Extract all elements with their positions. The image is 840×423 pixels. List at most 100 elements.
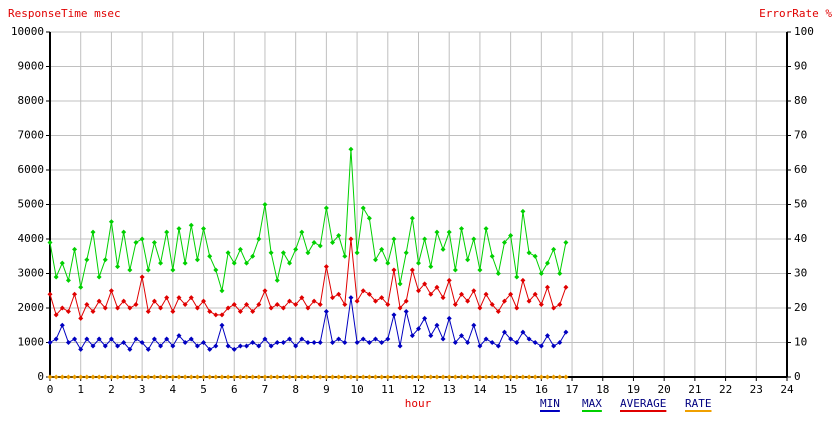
point-marker xyxy=(526,250,532,256)
y2-tick-label: 40 xyxy=(794,232,807,245)
point-marker xyxy=(465,374,471,380)
point-marker xyxy=(323,205,329,211)
legend-label: MIN xyxy=(540,397,560,410)
point-marker xyxy=(477,305,483,311)
point-marker xyxy=(127,267,133,273)
legend-label: AVERAGE xyxy=(620,397,666,410)
point-marker xyxy=(182,340,188,345)
point-marker xyxy=(520,277,526,283)
point-marker xyxy=(489,253,495,259)
point-marker xyxy=(188,222,194,228)
point-marker xyxy=(78,346,84,352)
x-tick-label: 16 xyxy=(535,383,548,396)
point-marker xyxy=(244,343,250,349)
point-marker xyxy=(483,374,489,380)
point-marker xyxy=(225,305,231,311)
point-marker xyxy=(397,374,403,380)
point-marker xyxy=(194,305,200,311)
point-marker xyxy=(446,374,452,380)
point-marker xyxy=(158,343,164,349)
point-marker xyxy=(151,374,157,380)
point-marker xyxy=(170,343,176,349)
point-marker xyxy=(176,226,182,232)
point-marker xyxy=(59,260,65,266)
point-marker xyxy=(385,260,391,266)
point-marker xyxy=(342,302,348,308)
y-tick-label: 2000 xyxy=(18,301,45,314)
point-marker xyxy=(188,336,194,342)
x-tick-label: 21 xyxy=(688,383,701,396)
point-marker xyxy=(409,215,415,221)
point-marker xyxy=(373,374,379,380)
point-marker xyxy=(532,374,538,380)
point-marker xyxy=(176,374,182,380)
point-marker xyxy=(78,284,84,290)
point-marker xyxy=(366,374,372,380)
point-marker xyxy=(532,340,538,345)
point-marker xyxy=(551,305,557,311)
point-marker xyxy=(452,340,458,345)
point-marker xyxy=(72,336,78,342)
point-marker xyxy=(379,340,385,345)
point-marker xyxy=(483,336,489,342)
y-tick-label: 9000 xyxy=(18,60,45,73)
point-marker xyxy=(182,260,188,266)
point-marker xyxy=(139,236,145,242)
point-marker xyxy=(520,374,526,380)
point-marker xyxy=(219,312,225,318)
point-marker xyxy=(544,260,550,266)
point-marker xyxy=(65,374,71,380)
point-marker xyxy=(115,343,121,349)
point-marker xyxy=(483,291,489,297)
y2-tick-label: 20 xyxy=(794,301,807,314)
point-marker xyxy=(508,374,514,380)
point-marker xyxy=(471,236,477,242)
point-marker xyxy=(336,336,342,342)
point-marker xyxy=(207,253,213,259)
x-tick-label: 6 xyxy=(231,383,238,396)
point-marker xyxy=(348,295,354,301)
point-marker xyxy=(127,346,133,352)
point-marker xyxy=(563,329,569,335)
point-marker xyxy=(237,308,243,314)
point-marker xyxy=(501,298,507,304)
point-marker xyxy=(170,308,176,314)
point-marker xyxy=(158,374,164,380)
point-marker xyxy=(262,202,268,207)
point-marker xyxy=(489,340,495,345)
point-marker xyxy=(416,260,421,266)
point-marker xyxy=(237,343,243,349)
point-marker xyxy=(256,343,262,349)
point-marker xyxy=(544,284,550,290)
point-marker xyxy=(385,374,391,380)
point-marker xyxy=(72,374,78,380)
point-marker xyxy=(108,336,114,342)
point-marker xyxy=(397,343,403,349)
point-marker xyxy=(133,302,139,308)
point-marker xyxy=(201,298,207,304)
point-marker xyxy=(108,288,114,294)
point-marker xyxy=(164,374,170,380)
point-marker xyxy=(465,298,471,304)
point-marker xyxy=(416,374,421,380)
point-marker xyxy=(538,343,544,349)
point-marker xyxy=(391,312,397,318)
point-marker xyxy=(330,295,336,301)
point-marker xyxy=(551,343,557,349)
y-axis-label: ResponseTime msec xyxy=(8,7,121,20)
point-marker xyxy=(231,374,237,380)
point-marker xyxy=(317,374,323,380)
point-marker xyxy=(207,308,213,314)
point-marker xyxy=(514,374,520,380)
point-marker xyxy=(305,305,311,311)
x-tick-label: 0 xyxy=(47,383,54,396)
point-marker xyxy=(551,246,557,252)
point-marker xyxy=(194,343,200,349)
y2-tick-label: 90 xyxy=(794,60,807,73)
point-marker xyxy=(256,374,262,380)
point-marker xyxy=(268,250,274,256)
point-marker xyxy=(501,374,507,380)
point-marker xyxy=(495,308,501,314)
point-marker xyxy=(538,271,544,276)
point-marker xyxy=(133,239,139,245)
